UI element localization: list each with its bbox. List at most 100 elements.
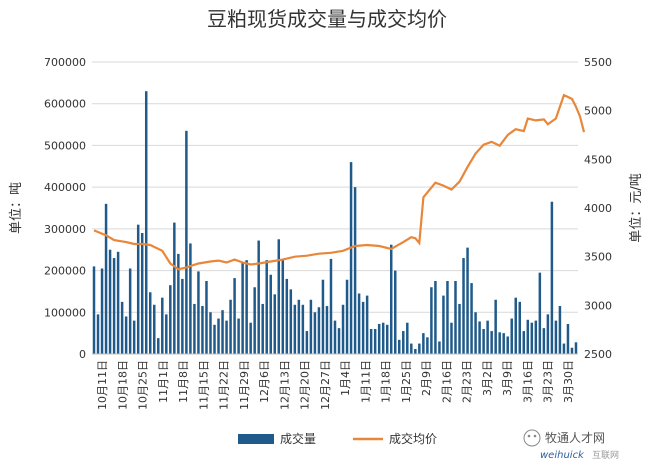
volume-bar [369,328,373,354]
x-tick-label: 3月2日 [481,360,494,396]
volume-bar [486,320,489,354]
left-tick-label: 400000 [44,181,86,194]
wechat-icon [523,429,541,447]
x-axis-ticks: 10月11日 10月18日 10月25日 11月1日 11月8日 11月15日 11月22日… [92,353,578,410]
volume-bar [189,243,192,354]
volume-bar [104,203,108,354]
logo-sub: 互联网 [592,450,619,461]
volume-bar [570,347,574,354]
volume-bar [289,289,293,354]
volume-bar [132,320,136,354]
x-tick-label: 1月18日 [380,360,393,403]
volume-bar [458,303,461,354]
volume-bar [353,187,357,354]
volume-bar [169,285,172,354]
volume-bar [317,307,321,354]
volume-bar [365,295,369,354]
volume-bar [100,268,104,354]
volume-bar [148,292,152,354]
volume-bar [526,319,530,354]
volume-bar [305,331,309,354]
volume-bar [538,272,542,354]
volume-bar [217,318,220,354]
x-tick-label: 3月9日 [501,360,514,396]
volume-bar [442,295,445,354]
x-tick-label: 2月23日 [461,360,474,403]
volume-bar [502,333,505,354]
gridlines [92,61,578,355]
volume-bar [209,312,212,354]
volume-bar [116,251,120,354]
x-tick-label: 1月25日 [400,360,413,403]
volume-bar [558,306,562,354]
volume-bar [450,322,453,354]
volume-bar [245,260,248,354]
volume-bar [165,314,168,354]
left-tick-label: 100000 [44,306,86,319]
volume-bar [309,299,313,354]
volume-bar [181,278,184,354]
volume-bar [297,299,301,354]
volume-bar [337,328,341,354]
price-line [93,93,586,271]
volume-bar [430,287,433,354]
right-tick-label: 3500 [584,251,612,264]
volume-bar [140,233,144,354]
volume-bars [92,91,578,354]
right-tick-label: 4000 [584,202,612,215]
volume-bar [92,266,96,354]
volume-bar [377,323,381,354]
volume-bar [261,303,264,354]
x-tick-label: 12月13日 [278,360,291,410]
volume-bar [269,274,272,354]
volume-bar [466,247,469,354]
volume-bar [574,342,578,354]
volume-bar [197,271,200,354]
x-tick-label: 11月22日 [218,360,231,410]
volume-bar [237,318,240,354]
volume-bar [301,304,305,354]
right-axis-ticks: 2500 3000 3500 4000 4500 5000 5500 [584,56,612,361]
volume-bar [506,336,509,354]
volume-bar [201,306,204,354]
wechat-icon-dot2 [533,434,537,438]
volume-bar [193,303,196,354]
x-tick-label: 1月4日 [339,360,352,396]
volume-bar [550,201,554,354]
volume-bar [522,331,526,354]
volume-bar [349,162,353,354]
x-tick-label: 10月18日 [116,360,129,410]
volume-bar [329,258,333,354]
x-tick-label: 3月23日 [542,360,555,403]
right-tick-label: 3000 [584,299,612,312]
volume-bar [249,322,252,354]
volume-bar [566,323,570,354]
price-line-path [93,93,586,271]
volume-bar [373,328,377,354]
volume-bar [462,258,465,354]
legend-label-volume: 成交量 [280,431,316,446]
volume-bar [438,341,441,354]
watermark-text: 牧通人才网 [545,431,605,445]
volume-bar [257,240,260,354]
volume-bar [213,324,216,354]
volume-bar [361,301,365,354]
left-tick-label: 500000 [44,139,86,152]
x-tick-label: 12月20日 [299,360,312,410]
volume-bar [185,130,188,354]
left-axis-ticks: 0 100000 200000 300000 400000 500000 600000 700… [44,56,86,361]
logo-text: weihuick [540,450,585,461]
volume-bar [273,294,276,354]
volume-bar [321,279,325,354]
x-tick-label: 3月16日 [521,360,534,403]
volume-bar [265,260,268,354]
legend: 成交量 成交均价 [238,431,437,446]
volume-bar [96,314,100,354]
volume-bar [470,283,473,354]
chart-title: 豆粕现货成交量与成交均价 [207,7,447,31]
volume-bar [108,249,112,354]
volume-bar [177,253,180,354]
left-tick-label: 0 [79,348,86,361]
volume-bar [241,262,244,354]
